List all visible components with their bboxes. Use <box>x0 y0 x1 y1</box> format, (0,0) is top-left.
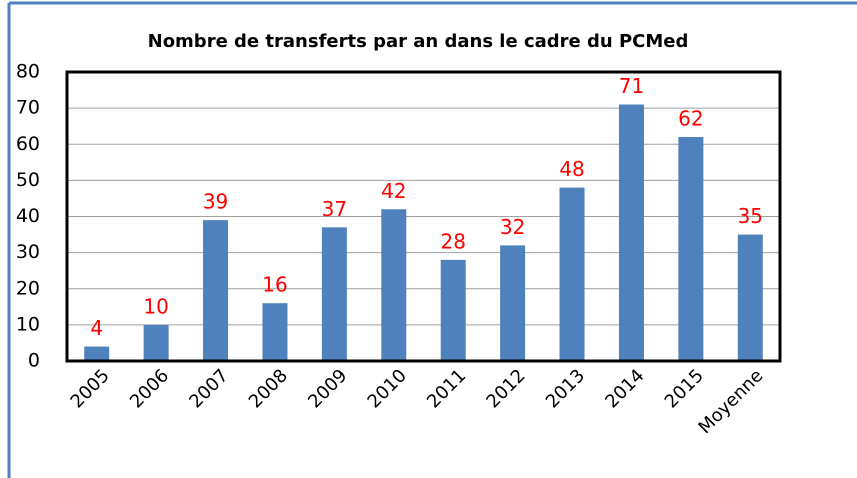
value-label: 39 <box>203 190 228 214</box>
bar <box>321 227 347 361</box>
value-label: 10 <box>143 294 168 318</box>
y-tick-label: 10 <box>16 313 40 335</box>
bar <box>440 259 466 361</box>
value-label: 32 <box>500 215 525 239</box>
y-tick-label: 50 <box>16 169 40 191</box>
bar <box>678 137 704 361</box>
y-tick-label: 70 <box>16 97 40 119</box>
y-tick-label: 60 <box>16 133 40 155</box>
chart-title: Nombre de transferts par an dans le cadr… <box>148 31 689 52</box>
value-label: 4 <box>90 316 103 340</box>
value-label: 37 <box>322 197 347 221</box>
y-tick-label: 40 <box>16 205 40 227</box>
y-tick-label: 30 <box>16 241 40 263</box>
value-label: 35 <box>738 204 763 228</box>
bar <box>262 303 288 361</box>
plot-border <box>65 70 782 363</box>
bar <box>381 209 407 361</box>
value-label: 28 <box>440 229 465 253</box>
bar <box>559 187 585 361</box>
bar <box>618 104 644 361</box>
value-label: 62 <box>678 107 703 131</box>
value-label: 48 <box>559 157 584 181</box>
bar <box>737 234 763 361</box>
y-tick-label: 20 <box>16 277 40 299</box>
y-tick-label: 0 <box>28 350 40 372</box>
bar <box>84 346 110 361</box>
bar <box>500 245 526 361</box>
bar <box>143 324 169 361</box>
value-label: 71 <box>619 74 644 98</box>
y-tick-label: 80 <box>16 61 40 83</box>
value-label: 42 <box>381 179 406 203</box>
value-label: 16 <box>262 273 287 297</box>
bar <box>203 220 229 361</box>
